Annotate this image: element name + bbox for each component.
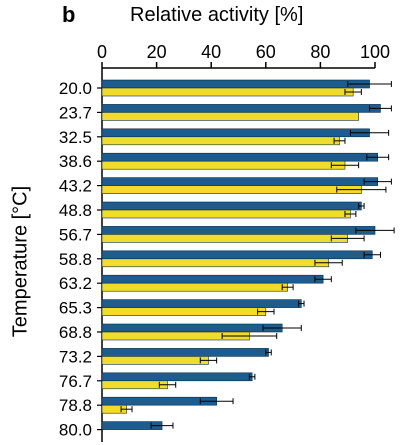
bar-series-2	[101, 160, 346, 170]
x-tick-label: 20	[147, 42, 167, 62]
panel-label: b	[62, 2, 76, 27]
y-tick-label: 58.8	[59, 250, 92, 269]
x-axis: 0 20 40 60 80 100	[97, 42, 390, 69]
bar-series-1	[101, 372, 253, 382]
x-tick-label: 60	[256, 42, 276, 62]
y-tick-label: 38.6	[59, 152, 92, 171]
bar-series-1	[101, 128, 370, 138]
bar-series-1	[101, 79, 370, 89]
bar-series-1	[101, 177, 379, 186]
y-axis: 20.0 23.7 32.5 38.6 43.2 48.8 56.7 58.8 63.2 65.3…	[59, 68, 103, 442]
y-tick-label: 80.0	[59, 421, 92, 440]
y-tick-label: 65.3	[59, 299, 92, 318]
bar-series-1	[101, 226, 376, 235]
y-tick-label: 23.7	[59, 103, 92, 122]
y-tick-label: 76.7	[59, 372, 92, 391]
bar-series-1	[101, 104, 381, 113]
bar-series-2	[101, 356, 209, 365]
bar-series-2	[101, 112, 359, 121]
y-tick-label: 78.8	[59, 396, 92, 415]
bar-series-1	[101, 299, 302, 308]
y-tick-label: 68.8	[59, 323, 92, 342]
y-tick-label: 32.5	[59, 128, 92, 147]
bars	[101, 79, 395, 430]
bar-series-2	[101, 234, 348, 243]
bar-series-2	[101, 282, 288, 292]
y-tick-label: 73.2	[59, 347, 92, 366]
bar-series-2	[101, 258, 329, 268]
y-tick-label: 56.7	[59, 225, 92, 244]
y-tick-label: 43.2	[59, 177, 92, 196]
bar-series-1	[101, 250, 373, 260]
x-tick-label: 80	[310, 42, 330, 62]
y-tick-label: 63.2	[59, 274, 92, 293]
bar-series-1	[101, 152, 379, 162]
x-tick-label: 100	[360, 42, 390, 62]
bar-series-2	[101, 307, 267, 316]
bar-series-2	[101, 185, 362, 194]
bar-series-1	[101, 201, 362, 211]
bar-series-1	[101, 323, 283, 333]
x-axis-title: Relative activity [%]	[130, 4, 304, 26]
bar-series-1	[101, 396, 217, 406]
y-tick-label: 48.8	[59, 201, 92, 220]
bar-series-2	[101, 209, 351, 219]
bar-series-1	[101, 348, 269, 357]
bar-series-2	[101, 87, 354, 97]
bar-series-1	[101, 274, 324, 284]
x-tick-label: 40	[201, 42, 221, 62]
y-tick-label: 20.0	[59, 79, 92, 98]
bar-series-2	[101, 380, 168, 390]
x-tick-label: 0	[97, 42, 107, 62]
bar-series-2	[101, 136, 340, 146]
